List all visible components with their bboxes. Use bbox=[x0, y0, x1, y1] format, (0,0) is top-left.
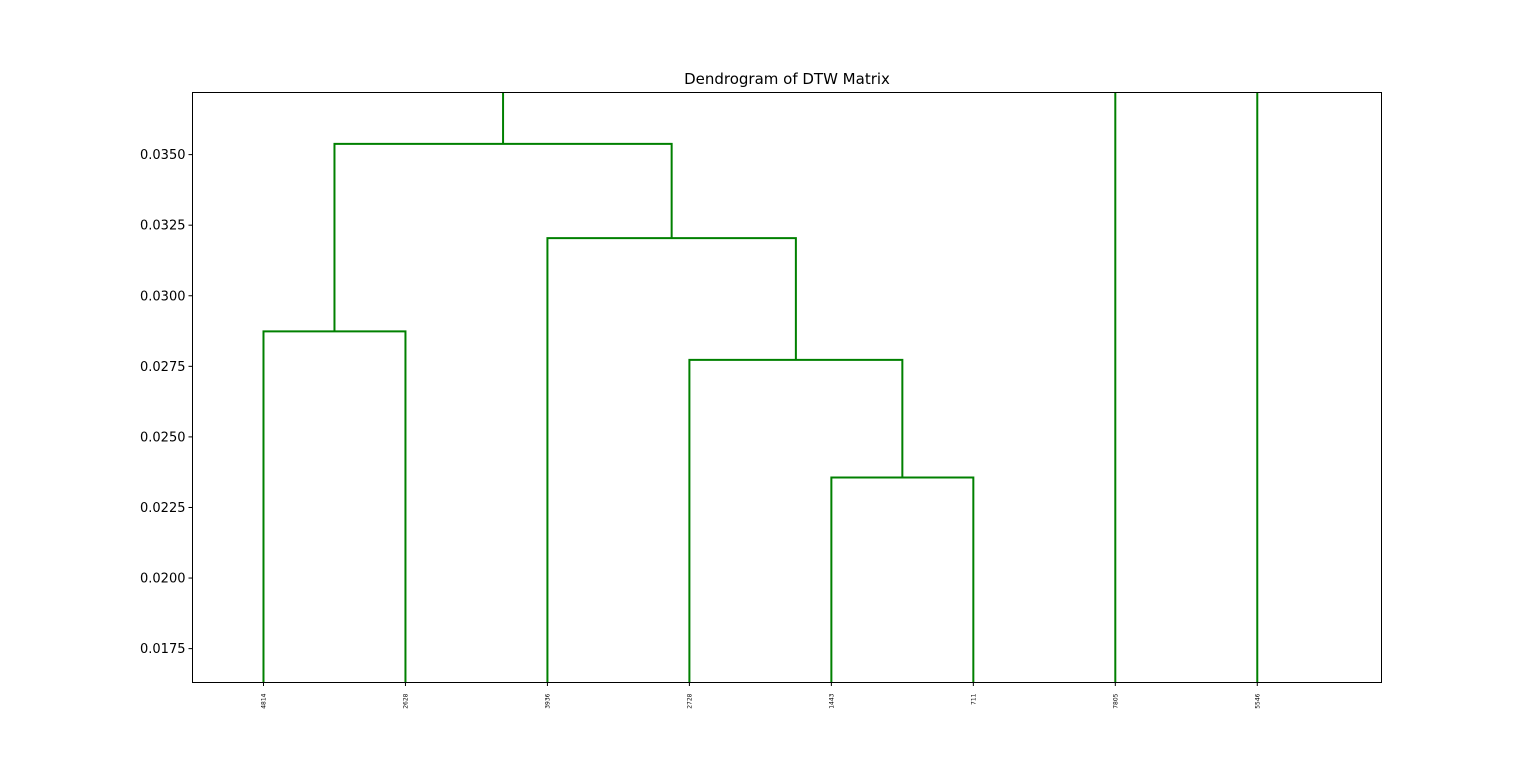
leaf-label: 3936 bbox=[544, 693, 551, 708]
y-tick-label: 0.0200 bbox=[140, 572, 186, 587]
y-tick-label: 0.0325 bbox=[140, 219, 186, 234]
y-axis: 0.0175 0.0200 0.0225 0.0250 0.0275 0.0300 0.03… bbox=[140, 148, 193, 657]
leaf-label: 1443 bbox=[828, 693, 835, 708]
dendrogram-link-4 bbox=[333, 142, 673, 332]
leaf-label: 711 bbox=[970, 693, 977, 705]
y-tick-label: 0.0225 bbox=[140, 501, 186, 516]
leaf-label: 2728 bbox=[686, 693, 693, 708]
links-layer bbox=[262, 92, 1259, 683]
dendrogram-link-1 bbox=[830, 476, 975, 683]
x-axis: 4814 2628 3936 2728 1443 711 7805 5546 bbox=[260, 682, 1261, 709]
y-tick-label: 0.0275 bbox=[140, 360, 186, 375]
leaf-label: 4814 bbox=[260, 693, 267, 708]
plot-frame bbox=[192, 92, 1382, 683]
y-tick-label: 0.0175 bbox=[140, 642, 186, 657]
dendrogram-link-0 bbox=[262, 330, 407, 683]
y-tick-label: 0.0350 bbox=[140, 148, 186, 163]
leaf-label: 2628 bbox=[402, 693, 409, 708]
y-tick-label: 0.0250 bbox=[140, 430, 186, 445]
chart-title: Dendrogram of DTW Matrix bbox=[684, 70, 890, 88]
leaf-label: 7805 bbox=[1112, 693, 1119, 708]
dendrogram-link-2 bbox=[688, 358, 904, 683]
leaf-label: 5546 bbox=[1254, 693, 1261, 708]
y-tick-label: 0.0300 bbox=[140, 289, 186, 304]
